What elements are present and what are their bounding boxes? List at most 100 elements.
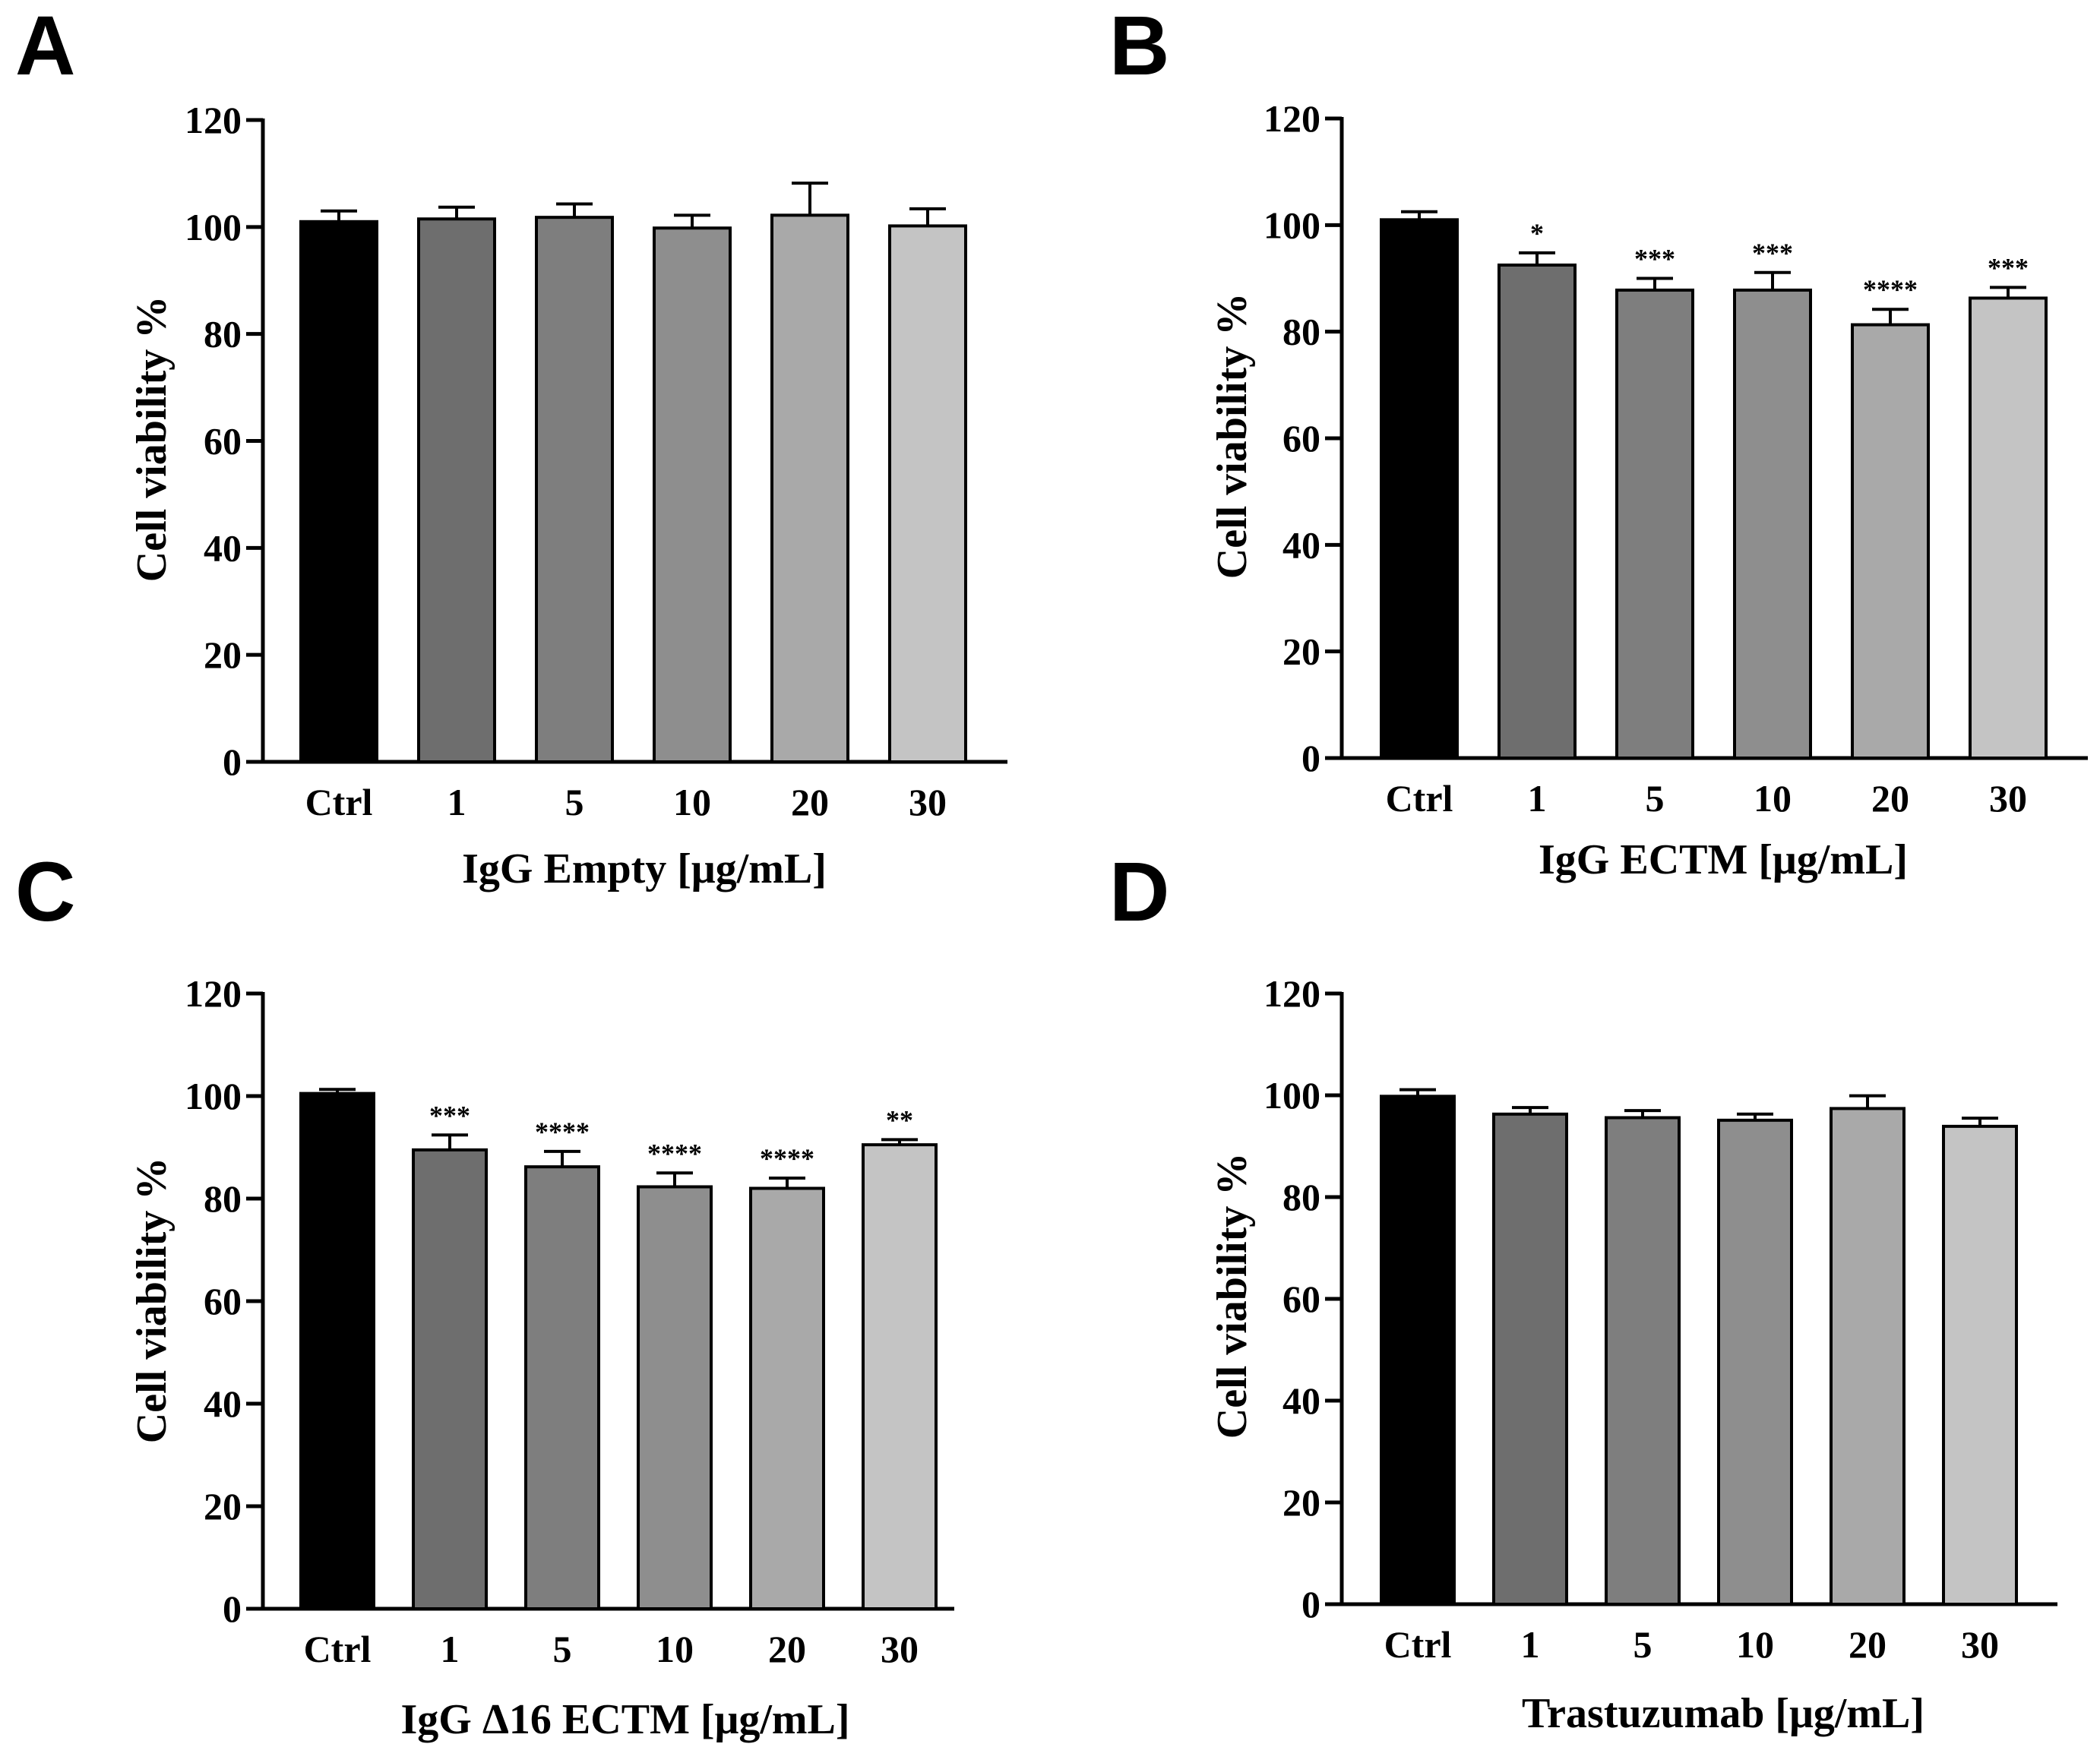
panel-b-bar-1 <box>1498 263 1577 760</box>
panel-c-y-tick-label: 60 <box>204 1280 242 1322</box>
panel-c-significance-label: **** <box>760 1143 814 1174</box>
panel-b-x-tick-label: 1 <box>1528 777 1547 820</box>
panel-b-y-tick-label: 20 <box>1282 630 1320 673</box>
panel-b-y-axis-title: Cell viability % <box>1209 293 1256 579</box>
panel-b-x-tick-label: 10 <box>1754 777 1792 820</box>
panel-a-x-axis-title: IgG Empty [μg/mL] <box>462 845 827 892</box>
panel-d-y-tick-label: 20 <box>1282 1481 1320 1524</box>
panel-a-x-tick-label: 10 <box>673 781 711 823</box>
panel-b-x-tick-label: 30 <box>1989 777 2027 820</box>
panel-c-letter: C <box>15 845 75 939</box>
panel-b-significance-label: *** <box>1988 252 2029 283</box>
panel-d-x-tick-label: 5 <box>1634 1623 1652 1666</box>
panel-a-x-tick-label: Ctrl <box>305 781 373 823</box>
panel-a-bar-10 <box>653 226 732 764</box>
panel-d-bar-20 <box>1830 1107 1905 1606</box>
panel-d-y-tick-label: 0 <box>1301 1583 1320 1625</box>
panel-a-bar-20 <box>770 213 849 763</box>
panel-b-bar-20 <box>1851 323 1930 760</box>
panel-a-letter: A <box>15 0 75 93</box>
panel-a-bar-30 <box>888 224 967 763</box>
panel-c-significance-label: **** <box>535 1117 590 1147</box>
panel-b-x-tick-label: Ctrl <box>1386 777 1453 820</box>
panel-c-y-tick-label: 100 <box>185 1075 242 1117</box>
panel-b-y-tick-label: 0 <box>1301 737 1320 779</box>
panel-d-x-tick-label: 20 <box>1849 1623 1887 1666</box>
panel-a-y-tick-label: 40 <box>204 526 242 569</box>
panel-d-bar-ctrl <box>1380 1095 1456 1606</box>
panel-d-y-axis-title: Cell viability % <box>1209 1153 1256 1439</box>
panel-c-y-tick-label: 0 <box>223 1587 242 1630</box>
panel-b-significance-label: *** <box>1634 244 1675 274</box>
panel-c-x-tick-label: 30 <box>881 1628 919 1670</box>
panel-c-bar-ctrl <box>299 1091 375 1610</box>
panel-b-y-tick-label: 60 <box>1282 417 1320 460</box>
panel-b-x-tick-label: 5 <box>1646 777 1665 820</box>
panel-d-x-axis-title: Trastuzumab [μg/mL] <box>1522 1690 1924 1737</box>
panel-c-significance-label: **** <box>647 1138 702 1168</box>
panel-c-y-axis-title: Cell viability % <box>128 1158 176 1443</box>
panel-c-significance-label: *** <box>429 1100 470 1130</box>
panel-b-significance-label: *** <box>1752 238 1793 268</box>
panel-a-y-tick-label: 0 <box>223 741 242 783</box>
panel-d-y-tick-label: 60 <box>1282 1278 1320 1320</box>
panel-a: A Cell viability % IgG Empty [μg/mL] 0 20… <box>15 0 1007 892</box>
panel-b-letter: B <box>1109 0 1169 93</box>
panel-d-y-tick-label: 40 <box>1282 1379 1320 1422</box>
panel-b-y-tick-label: 80 <box>1282 311 1320 353</box>
panel-d-x-tick-label: 30 <box>1961 1623 1999 1666</box>
panel-d-bar-10 <box>1717 1118 1793 1606</box>
panel-c-significance-label: ** <box>886 1104 913 1135</box>
panel-b-x-axis-title: IgG ECTM [μg/mL] <box>1539 836 1908 883</box>
panel-a-x-tick-label: 20 <box>791 781 829 823</box>
panel-c-bar-30 <box>862 1143 938 1610</box>
panel-c-x-tick-label: 10 <box>656 1628 694 1670</box>
panel-a-bar-ctrl <box>299 220 378 763</box>
panel-b-x-tick-label: 20 <box>1871 777 1909 820</box>
panel-b-y-tick-label: 40 <box>1282 523 1320 566</box>
panel-c-bar-20 <box>749 1186 825 1610</box>
panel-b-y-tick-label: 120 <box>1263 97 1320 140</box>
panel-d-x-tick-label: 10 <box>1736 1623 1774 1666</box>
panel-a-x-tick-label: 5 <box>565 781 584 823</box>
panel-a-y-tick-label: 100 <box>185 206 242 248</box>
panel-d-x-tick-label: Ctrl <box>1384 1623 1452 1666</box>
panel-d: D Cell viability % Trastuzumab [μg/mL] 0… <box>1109 845 2057 1737</box>
panel-b-y-tick-label: 100 <box>1263 204 1320 246</box>
panel-a-y-tick-label: 60 <box>204 420 242 463</box>
panel-a-bar-1 <box>417 217 496 764</box>
panel-c-y-tick-label: 120 <box>185 972 242 1015</box>
panel-d-bar-1 <box>1492 1112 1568 1606</box>
panel-d-y-tick-label: 80 <box>1282 1176 1320 1218</box>
panel-c-x-tick-label: 1 <box>441 1628 460 1670</box>
panel-a-y-tick-label: 120 <box>185 99 242 141</box>
panel-c-bar-10 <box>637 1185 713 1610</box>
panel-c-x-axis-title: IgG Δ16 ECTM [μg/mL] <box>400 1696 849 1743</box>
panel-b-significance-label: **** <box>1863 274 1918 305</box>
panel-c-x-tick-label: Ctrl <box>304 1628 372 1670</box>
panel-c: C Cell viability % IgG Δ16 ECTM [μg/mL] … <box>15 845 954 1743</box>
panel-b-bar-5 <box>1615 288 1694 760</box>
panel-b-bar-ctrl <box>1380 218 1459 760</box>
panel-d-bar-5 <box>1605 1116 1681 1606</box>
panel-c-x-tick-label: 20 <box>768 1628 806 1670</box>
panel-b-bar-30 <box>1969 296 2048 760</box>
panel-b-bar-10 <box>1733 288 1812 760</box>
panel-d-x-tick-label: 1 <box>1521 1623 1540 1666</box>
panel-d-y-tick-label: 100 <box>1263 1074 1320 1117</box>
panel-c-x-tick-label: 5 <box>553 1628 572 1670</box>
panel-c-y-tick-label: 40 <box>204 1382 242 1425</box>
panel-a-bar-5 <box>535 216 614 763</box>
panel-a-x-tick-label: 1 <box>448 781 466 823</box>
panel-a-y-tick-label: 20 <box>204 633 242 676</box>
panel-a-x-tick-label: 30 <box>909 781 947 823</box>
panel-d-y-tick-label: 120 <box>1263 972 1320 1015</box>
panel-c-bar-1 <box>412 1148 488 1610</box>
panel-d-bar-30 <box>1942 1124 2018 1606</box>
panel-c-y-tick-label: 20 <box>204 1485 242 1527</box>
panel-a-y-tick-label: 80 <box>204 313 242 355</box>
panel-b: B Cell viability % IgG ECTM [μg/mL] ****… <box>1109 0 2088 883</box>
panel-d-letter: D <box>1109 845 1169 939</box>
panel-c-bar-5 <box>524 1165 600 1610</box>
